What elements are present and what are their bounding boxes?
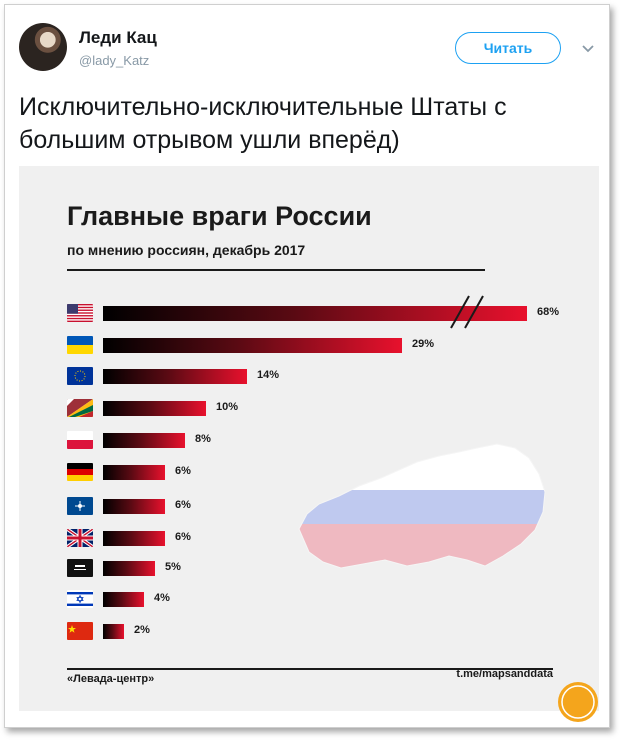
site-label: t.me/mapsanddata	[456, 668, 553, 680]
bar	[103, 561, 155, 576]
flag-icon	[67, 590, 93, 608]
bar	[103, 465, 165, 480]
title-rule	[67, 269, 485, 271]
tweet-text: Исключительно-исключительные Штаты с бол…	[19, 93, 507, 154]
bar-value-label: 10%	[216, 401, 239, 413]
infographic-subtitle: по мнению россиян, декабрь 2017	[67, 242, 306, 258]
bar-value-label: 6%	[175, 499, 191, 511]
bar-value-label: 68%	[537, 306, 560, 318]
bar	[103, 401, 206, 416]
flag-icon	[67, 399, 93, 417]
chevron-down-icon[interactable]	[581, 41, 595, 55]
flag-icon	[67, 497, 93, 515]
bar-value-label: 6%	[175, 531, 191, 543]
bar	[103, 338, 402, 353]
bar-value-label: 2%	[134, 624, 150, 636]
bar	[103, 369, 247, 384]
flag-icon	[67, 304, 93, 322]
avatar[interactable]	[19, 23, 67, 71]
flag-icon	[67, 463, 93, 481]
bar	[103, 306, 527, 321]
infographic-title: Главные враги России	[67, 201, 372, 231]
bar-value-label: 4%	[154, 592, 170, 604]
tweet-card: Леди Кац @lady_Katz Читать Исключительно…	[4, 4, 610, 728]
bar-value-label: 5%	[165, 561, 181, 573]
flag-icon	[67, 336, 93, 354]
bar	[103, 624, 124, 639]
bar-value-label: 6%	[175, 465, 191, 477]
bar-value-label: 14%	[257, 369, 280, 381]
flag-icon	[67, 559, 93, 577]
bar	[103, 592, 144, 607]
bar-value-label: 8%	[195, 433, 211, 445]
russia-map	[298, 443, 546, 569]
bar	[103, 499, 165, 514]
flag-icon	[67, 367, 93, 385]
axis-break-mark	[450, 295, 484, 329]
nyka-logo	[558, 682, 598, 722]
bar	[103, 531, 165, 546]
bottom-rule	[67, 668, 553, 670]
bar-value-label: 29%	[412, 338, 435, 350]
source-label: «Левада-центр»	[67, 673, 155, 685]
flag-icon	[67, 431, 93, 449]
flag-icon	[67, 622, 93, 640]
author-name[interactable]: Леди Кац	[79, 28, 157, 47]
bar	[103, 433, 185, 448]
follow-button[interactable]: Читать	[455, 32, 561, 64]
author-handle[interactable]: @lady_Katz	[79, 53, 150, 68]
flag-icon	[67, 529, 93, 547]
infographic-image: Главные враги России по мнению россиян, …	[19, 166, 599, 711]
